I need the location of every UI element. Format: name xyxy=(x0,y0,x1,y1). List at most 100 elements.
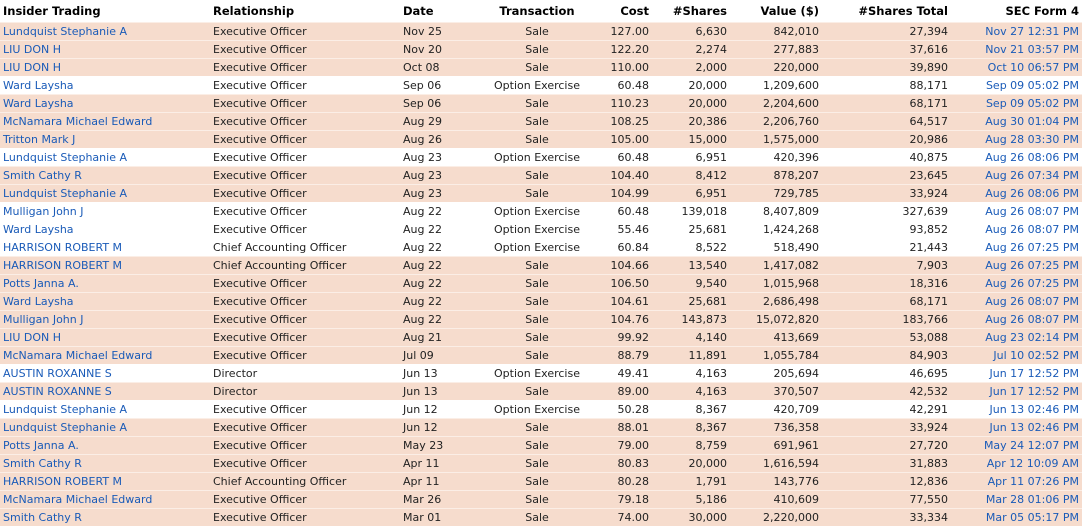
shares-cell: 143,873 xyxy=(652,311,730,329)
cost-cell: 99.92 xyxy=(598,329,652,347)
date-cell: Sep 06 xyxy=(400,95,476,113)
header-date: Date xyxy=(400,0,476,23)
relationship-cell: Executive Officer xyxy=(210,95,400,113)
sec-form-cell: Aug 26 08:07 PM xyxy=(951,293,1082,311)
sec-form-link[interactable]: Sep 09 05:02 PM xyxy=(986,79,1079,92)
cost-cell: 104.40 xyxy=(598,167,652,185)
sec-form-link[interactable]: Jun 13 02:46 PM xyxy=(990,403,1080,416)
relationship-cell: Executive Officer xyxy=(210,113,400,131)
insider-link[interactable]: HARRISON ROBERT M xyxy=(3,259,122,272)
sec-form-link[interactable]: Nov 21 03:57 PM xyxy=(985,43,1079,56)
insider-link[interactable]: Potts Janna A. xyxy=(3,439,79,452)
insider-link[interactable]: Tritton Mark J xyxy=(3,133,75,146)
insider-link[interactable]: Ward Laysha xyxy=(3,223,74,236)
cost-cell: 104.66 xyxy=(598,257,652,275)
insider-link[interactable]: Mulligan John J xyxy=(3,205,83,218)
insider-link[interactable]: Lundquist Stephanie A xyxy=(3,151,127,164)
transaction-cell: Sale xyxy=(476,311,598,329)
sec-form-link[interactable]: Jun 17 12:52 PM xyxy=(990,367,1080,380)
sec-form-link[interactable]: Aug 26 07:25 PM xyxy=(985,259,1079,272)
shares-cell: 8,367 xyxy=(652,419,730,437)
sec-form-link[interactable]: Jun 17 12:52 PM xyxy=(990,385,1080,398)
insider-link[interactable]: AUSTIN ROXANNE S xyxy=(3,385,112,398)
sec-form-link[interactable]: Sep 09 05:02 PM xyxy=(986,97,1079,110)
sec-form-link[interactable]: Apr 11 07:26 PM xyxy=(988,475,1079,488)
insider-link[interactable]: Ward Laysha xyxy=(3,97,74,110)
sec-form-link[interactable]: Aug 26 08:07 PM xyxy=(985,313,1079,326)
value-cell: 2,686,498 xyxy=(730,293,822,311)
transaction-cell: Sale xyxy=(476,23,598,41)
sec-form-link[interactable]: Aug 26 07:34 PM xyxy=(985,169,1079,182)
sec-form-link[interactable]: Aug 26 08:07 PM xyxy=(985,223,1079,236)
insider-link[interactable]: Lundquist Stephanie A xyxy=(3,421,127,434)
insider-link[interactable]: AUSTIN ROXANNE S xyxy=(3,367,112,380)
relationship-cell: Executive Officer xyxy=(210,203,400,221)
shares-cell: 20,000 xyxy=(652,95,730,113)
insider-cell: AUSTIN ROXANNE S xyxy=(0,383,210,401)
sec-form-cell: Aug 26 07:25 PM xyxy=(951,275,1082,293)
sec-form-link[interactable]: Aug 26 08:07 PM xyxy=(985,295,1079,308)
insider-link[interactable]: Lundquist Stephanie A xyxy=(3,25,127,38)
shares-total-cell: 183,766 xyxy=(822,311,951,329)
sec-form-link[interactable]: Apr 12 10:09 AM xyxy=(987,457,1079,470)
insider-link[interactable]: Lundquist Stephanie A xyxy=(3,403,127,416)
value-cell: 420,709 xyxy=(730,401,822,419)
sec-form-link[interactable]: Oct 10 06:57 PM xyxy=(988,61,1079,74)
sec-form-link[interactable]: Nov 27 12:31 PM xyxy=(985,25,1079,38)
sec-form-link[interactable]: Aug 28 03:30 PM xyxy=(985,133,1079,146)
transaction-cell: Sale xyxy=(476,293,598,311)
sec-form-cell: Jun 17 12:52 PM xyxy=(951,383,1082,401)
transaction-cell: Sale xyxy=(476,455,598,473)
value-cell: 277,883 xyxy=(730,41,822,59)
sec-form-link[interactable]: Jun 13 02:46 PM xyxy=(990,421,1080,434)
insider-cell: Smith Cathy R xyxy=(0,509,210,526)
sec-form-link[interactable]: Aug 26 07:25 PM xyxy=(985,241,1079,254)
insider-cell: Mulligan John J xyxy=(0,203,210,221)
transaction-cell: Sale xyxy=(476,473,598,491)
sec-form-link[interactable]: Aug 26 08:06 PM xyxy=(985,151,1079,164)
insider-link[interactable]: Mulligan John J xyxy=(3,313,83,326)
transaction-cell: Option Exercise xyxy=(476,149,598,167)
sec-form-link[interactable]: May 24 12:07 PM xyxy=(984,439,1079,452)
cost-cell: 89.00 xyxy=(598,383,652,401)
insider-link[interactable]: Lundquist Stephanie A xyxy=(3,187,127,200)
insider-link[interactable]: LIU DON H xyxy=(3,331,61,344)
insider-link[interactable]: LIU DON H xyxy=(3,43,61,56)
value-cell: 1,209,600 xyxy=(730,77,822,95)
header-transaction: Transaction xyxy=(476,0,598,23)
sec-form-link[interactable]: Aug 26 08:07 PM xyxy=(985,205,1079,218)
insider-link[interactable]: LIU DON H xyxy=(3,61,61,74)
header-row: Insider Trading Relationship Date Transa… xyxy=(0,0,1082,23)
insider-link[interactable]: Ward Laysha xyxy=(3,295,74,308)
sec-form-link[interactable]: Jul 10 02:52 PM xyxy=(993,349,1079,362)
insider-link[interactable]: Smith Cathy R xyxy=(3,511,82,524)
relationship-cell: Executive Officer xyxy=(210,167,400,185)
sec-form-link[interactable]: Aug 26 08:06 PM xyxy=(985,187,1079,200)
insider-link[interactable]: Ward Laysha xyxy=(3,79,74,92)
insider-link[interactable]: Smith Cathy R xyxy=(3,169,82,182)
insider-link[interactable]: McNamara Michael Edward xyxy=(3,349,152,362)
transaction-cell: Sale xyxy=(476,59,598,77)
insider-cell: LIU DON H xyxy=(0,59,210,77)
shares-total-cell: 46,695 xyxy=(822,365,951,383)
shares-cell: 4,163 xyxy=(652,365,730,383)
date-cell: Jun 13 xyxy=(400,365,476,383)
insider-link[interactable]: Smith Cathy R xyxy=(3,457,82,470)
insider-link[interactable]: Potts Janna A. xyxy=(3,277,79,290)
insider-link[interactable]: HARRISON ROBERT M xyxy=(3,475,122,488)
sec-form-link[interactable]: Aug 26 07:25 PM xyxy=(985,277,1079,290)
date-cell: Nov 25 xyxy=(400,23,476,41)
transaction-cell: Option Exercise xyxy=(476,221,598,239)
shares-total-cell: 68,171 xyxy=(822,293,951,311)
sec-form-link[interactable]: Mar 05 05:17 PM xyxy=(986,511,1079,524)
sec-form-link[interactable]: Aug 30 01:04 PM xyxy=(985,115,1079,128)
sec-form-link[interactable]: Aug 23 02:14 PM xyxy=(985,331,1079,344)
insider-link[interactable]: HARRISON ROBERT M xyxy=(3,241,122,254)
insider-link[interactable]: McNamara Michael Edward xyxy=(3,115,152,128)
